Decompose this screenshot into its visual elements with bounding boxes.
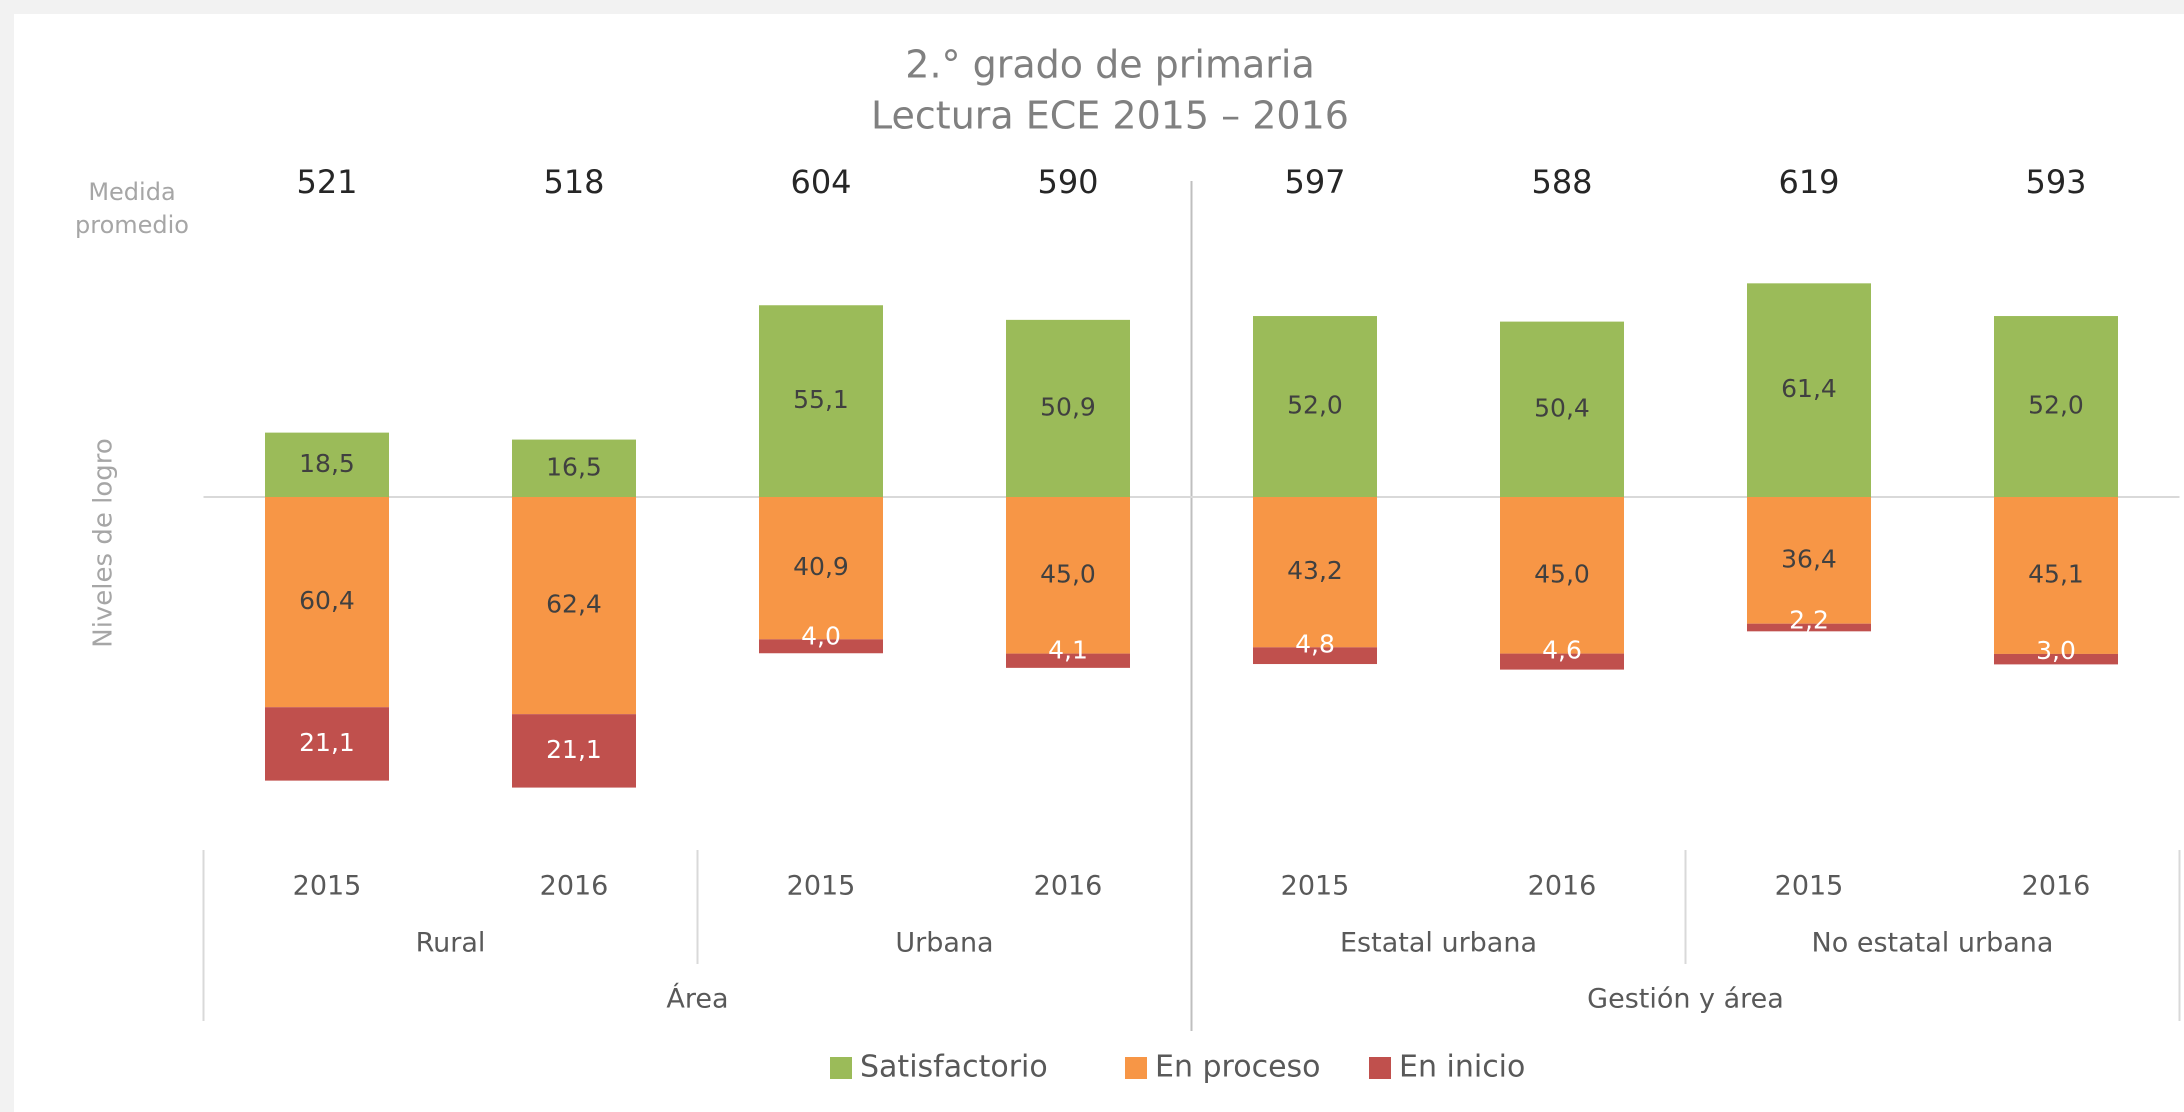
value-label: 61,4 <box>1781 374 1837 403</box>
legend-label: En inicio <box>1399 1050 1525 1085</box>
value-label: 16,5 <box>546 452 602 481</box>
mean-value: 518 <box>543 163 604 201</box>
bar-segment <box>1994 316 2118 497</box>
bar-segment <box>512 497 636 715</box>
value-label: 55,1 <box>793 385 849 414</box>
bar-segment <box>759 639 883 654</box>
value-label: 4,8 <box>1295 629 1335 658</box>
subgroup-label: No estatal urbana <box>1812 928 2054 959</box>
legend-label: En proceso <box>1155 1050 1321 1085</box>
bar-segment <box>1994 653 2118 665</box>
value-label: 60,4 <box>299 586 355 615</box>
mean-value: 590 <box>1037 163 1098 201</box>
bar-segment <box>265 497 389 708</box>
mean-label: Medida promedio <box>75 178 189 239</box>
bar-segment <box>759 497 883 640</box>
bar-segment <box>1747 283 1871 497</box>
subgroup-label: Urbana <box>895 928 993 959</box>
value-label: 21,1 <box>299 728 355 757</box>
x-tick-label: 2015 <box>1281 871 1350 902</box>
y-axis-label: Niveles de logro <box>89 438 119 648</box>
x-tick-label: 2016 <box>2022 871 2091 902</box>
value-label: 3,0 <box>2036 636 2076 665</box>
value-label: 4,1 <box>1048 636 1088 665</box>
mean-value: 619 <box>1778 163 1839 201</box>
value-label: 50,9 <box>1040 392 1096 421</box>
x-tick-label: 2015 <box>293 871 362 902</box>
mean-value: 588 <box>1531 163 1592 201</box>
value-label: 52,0 <box>2028 391 2084 420</box>
bar-segment <box>1253 316 1377 497</box>
value-label: 21,1 <box>546 735 602 764</box>
bar-segment <box>265 432 389 497</box>
value-label: 4,0 <box>801 621 841 650</box>
bar-segment <box>512 439 636 497</box>
bar-segment <box>265 707 389 781</box>
bar-segment <box>1253 497 1377 648</box>
value-label: 2,2 <box>1789 606 1829 635</box>
x-tick-label: 2016 <box>1528 871 1597 902</box>
bar-segment <box>1253 647 1377 665</box>
subgroup-label: Estatal urbana <box>1340 928 1537 959</box>
bar-segment <box>1500 653 1624 670</box>
group-label: Gestión y área <box>1587 984 1784 1015</box>
legend-label: Satisfactorio <box>860 1050 1048 1085</box>
legend-swatch <box>1125 1057 1147 1079</box>
bar-segment <box>759 305 883 497</box>
bar-segment <box>1006 497 1130 654</box>
bar-segment <box>1747 623 1871 632</box>
group-label: Área <box>666 983 728 1015</box>
value-label: 45,0 <box>1534 559 1590 588</box>
mean-value: 521 <box>296 163 357 201</box>
value-label: 36,4 <box>1781 544 1837 573</box>
legend-swatch <box>830 1057 852 1079</box>
value-label: 40,9 <box>793 552 849 581</box>
value-label: 45,1 <box>2028 559 2084 588</box>
bar-segment <box>1006 653 1130 668</box>
mean-value: 597 <box>1284 163 1345 201</box>
mean-value: 604 <box>790 163 851 201</box>
subgroup-label: Rural <box>416 928 486 959</box>
value-label: 45,0 <box>1040 559 1096 588</box>
value-label: 4,6 <box>1542 636 1582 665</box>
bar-segment <box>1006 319 1130 497</box>
bar-segment <box>1994 497 2118 654</box>
chart-subtitle: Lectura ECE 2015 – 2016 <box>871 94 1349 138</box>
bar-segment <box>1747 497 1871 624</box>
value-label: 43,2 <box>1287 556 1343 585</box>
x-tick-label: 2015 <box>787 871 856 902</box>
value-label: 62,4 <box>546 590 602 619</box>
value-label: 50,4 <box>1534 393 1590 422</box>
bar-segment <box>512 714 636 788</box>
bar-segment <box>1500 497 1624 654</box>
x-tick-label: 2015 <box>1775 871 1844 902</box>
value-label: 18,5 <box>299 449 355 478</box>
chart-title: 2.° grado de primaria <box>905 43 1314 87</box>
x-tick-label: 2016 <box>1034 871 1103 902</box>
bar-segment <box>1500 321 1624 497</box>
x-tick-label: 2016 <box>540 871 609 902</box>
legend-swatch <box>1369 1057 1391 1079</box>
mean-value: 593 <box>2025 163 2086 201</box>
value-label: 52,0 <box>1287 391 1343 420</box>
